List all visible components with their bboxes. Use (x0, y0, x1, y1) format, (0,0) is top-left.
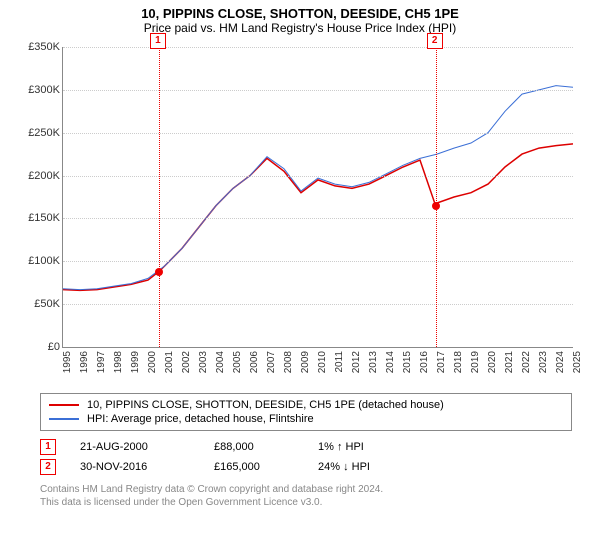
x-tick-label: 2025 (572, 351, 583, 373)
gridline (63, 47, 573, 48)
chart-subtitle: Price paid vs. HM Land Registry's House … (0, 21, 600, 39)
legend-swatch (49, 404, 79, 406)
y-tick-label: £200K (28, 170, 60, 182)
series-line (63, 86, 573, 290)
x-tick-label: 1997 (96, 351, 107, 373)
event-date: 21-AUG-2000 (80, 441, 190, 453)
chart-area: £0 £50K £100K £150K £200K £250K £300K £350K 1995… (20, 39, 580, 389)
event-delta: 1% ↑ HPI (318, 441, 364, 453)
event-row: 2 30-NOV-2016 £165,000 24% ↓ HPI (40, 457, 572, 477)
x-tick-label: 1996 (79, 351, 90, 373)
event-num-box: 1 (40, 439, 56, 455)
x-tick-label: 2019 (470, 351, 481, 373)
x-tick-label: 2015 (402, 351, 413, 373)
x-tick-label: 2007 (266, 351, 277, 373)
event-vline (436, 47, 437, 347)
gridline (63, 218, 573, 219)
gridline (63, 304, 573, 305)
legend-label: HPI: Average price, detached house, Flin… (87, 413, 314, 425)
y-tick-label: £0 (48, 341, 60, 353)
event-num-box: 2 (40, 459, 56, 475)
x-tick-label: 2003 (198, 351, 209, 373)
y-tick-label: £300K (28, 84, 60, 96)
y-tick-label: £100K (28, 255, 60, 267)
x-tick-label: 2008 (283, 351, 294, 373)
x-tick-label: 2014 (385, 351, 396, 373)
event-date: 30-NOV-2016 (80, 461, 190, 473)
y-tick-label: £250K (28, 127, 60, 139)
events-table: 1 21-AUG-2000 £88,000 1% ↑ HPI 2 30-NOV-2016 £… (40, 437, 572, 477)
x-tick-label: 2017 (436, 351, 447, 373)
x-tick-label: 2011 (334, 351, 345, 373)
x-tick-label: 2024 (555, 351, 566, 373)
event-dot (432, 202, 440, 210)
gridline (63, 261, 573, 262)
x-tick-label: 2018 (453, 351, 464, 373)
x-tick-label: 2010 (317, 351, 328, 373)
x-tick-label: 2022 (521, 351, 532, 373)
x-tick-label: 2020 (487, 351, 498, 373)
series-line (63, 144, 573, 291)
x-tick-label: 1995 (62, 351, 73, 373)
gridline (63, 176, 573, 177)
chart-title: 10, PIPPINS CLOSE, SHOTTON, DEESIDE, CH5… (0, 0, 600, 21)
event-delta: 24% ↓ HPI (318, 461, 370, 473)
x-tick-label: 2004 (215, 351, 226, 373)
event-marker-box: 2 (427, 33, 443, 49)
line-series (63, 47, 573, 347)
x-tick-label: 2021 (504, 351, 515, 373)
x-tick-label: 2016 (419, 351, 430, 373)
footer-attribution: Contains HM Land Registry data © Crown c… (40, 483, 572, 509)
event-marker-box: 1 (150, 33, 166, 49)
event-price: £165,000 (214, 461, 294, 473)
event-vline (159, 47, 160, 347)
x-tick-label: 1998 (113, 351, 124, 373)
x-tick-label: 1999 (130, 351, 141, 373)
x-tick-label: 2012 (351, 351, 362, 373)
x-tick-label: 2000 (147, 351, 158, 373)
event-dot (155, 268, 163, 276)
x-tick-label: 2002 (181, 351, 192, 373)
y-tick-label: £350K (28, 41, 60, 53)
x-tick-label: 2006 (249, 351, 260, 373)
y-tick-label: £150K (28, 212, 60, 224)
legend-item: 10, PIPPINS CLOSE, SHOTTON, DEESIDE, CH5… (49, 398, 563, 412)
legend-swatch (49, 418, 79, 420)
x-tick-label: 2005 (232, 351, 243, 373)
x-tick-label: 2009 (300, 351, 311, 373)
legend-label: 10, PIPPINS CLOSE, SHOTTON, DEESIDE, CH5… (87, 399, 444, 411)
event-row: 1 21-AUG-2000 £88,000 1% ↑ HPI (40, 437, 572, 457)
gridline (63, 90, 573, 91)
x-tick-label: 2013 (368, 351, 379, 373)
x-tick-label: 2023 (538, 351, 549, 373)
y-tick-label: £50K (34, 298, 60, 310)
plot-region (62, 47, 573, 348)
x-tick-label: 2001 (164, 351, 175, 373)
event-price: £88,000 (214, 441, 294, 453)
legend-box: 10, PIPPINS CLOSE, SHOTTON, DEESIDE, CH5… (40, 393, 572, 431)
legend-item: HPI: Average price, detached house, Flin… (49, 412, 563, 426)
footer-line: Contains HM Land Registry data © Crown c… (40, 483, 572, 496)
footer-line: This data is licensed under the Open Gov… (40, 496, 572, 509)
gridline (63, 133, 573, 134)
